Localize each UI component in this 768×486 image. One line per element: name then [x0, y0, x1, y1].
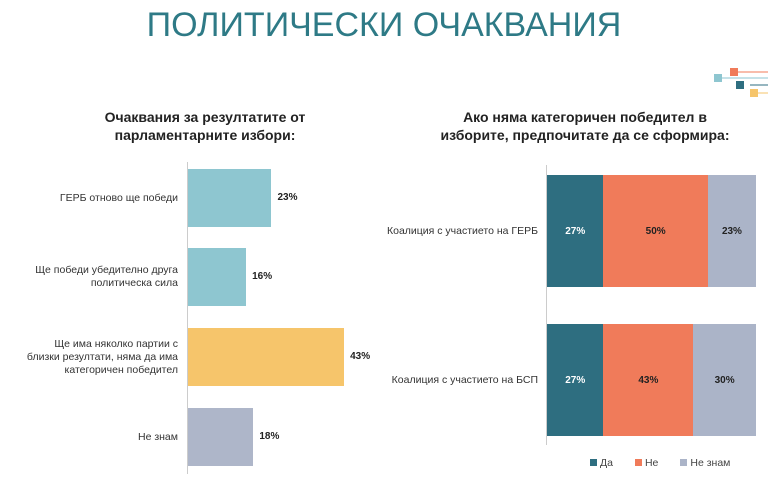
logo-icon	[714, 68, 768, 97]
bar	[188, 408, 254, 466]
data-label: 18%	[259, 431, 280, 442]
page-title: ПОЛИТИЧЕСКИ ОЧАКВАНИЯ	[146, 6, 622, 44]
stacked-segment: 23%	[707, 175, 756, 287]
category-label: Коалиция с участието на БСП	[391, 374, 538, 386]
bar	[188, 169, 272, 227]
legend-item-no: Не	[634, 457, 658, 469]
legend-item-dont-know: Не знам	[680, 457, 730, 469]
stacked-segment: 43%	[603, 324, 694, 436]
category-label: Ще победи убедително друга политическа с…	[35, 264, 178, 289]
data-label: 23%	[277, 192, 298, 203]
stacked-segment: 27%	[547, 324, 604, 436]
stacked-segment: 30%	[693, 324, 756, 436]
bar	[188, 248, 247, 306]
category-label: Не знам	[137, 430, 178, 443]
right-axis	[546, 165, 547, 445]
data-label: 43%	[350, 351, 371, 362]
stacked-segment: 27%	[547, 175, 604, 287]
category-label: Ще има няколко партии с близки резултати…	[26, 337, 178, 376]
legend-item-yes: Да	[590, 457, 613, 469]
category-label: ГЕРБ отново ще победи	[59, 191, 178, 204]
category-label: Коалиция с участието на ГЕРБ	[387, 225, 538, 237]
legend: Да Не Не знам	[590, 457, 730, 469]
left-chart-title: Очаквания за резултатите от парламентарн…	[104, 109, 306, 143]
bar	[188, 328, 345, 386]
right-chart-title: Ако няма категоричен победител в изборит…	[440, 109, 730, 143]
data-label: 16%	[252, 271, 273, 282]
stacked-segment: 50%	[603, 175, 708, 287]
left-axis	[187, 162, 188, 474]
